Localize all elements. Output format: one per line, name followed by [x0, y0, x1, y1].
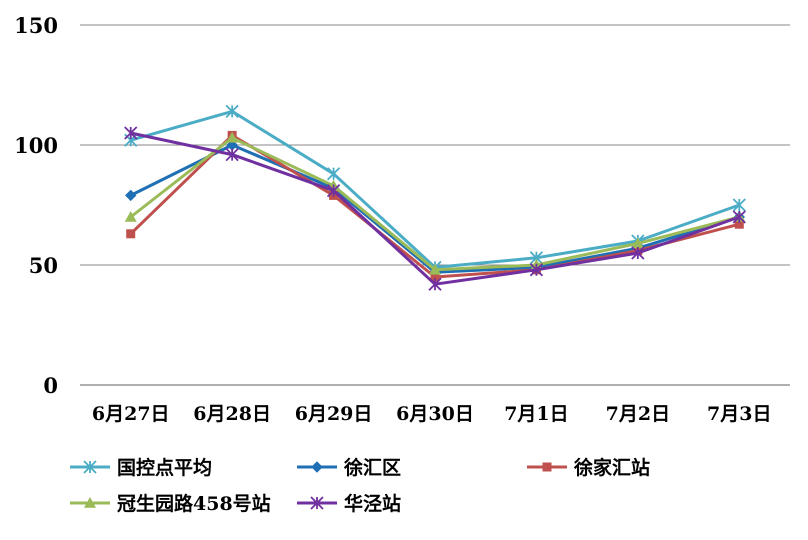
data-point [125, 189, 137, 202]
data-point [310, 496, 324, 510]
data-point-mark [732, 198, 746, 212]
series-2 [126, 130, 744, 282]
legend-item: 国控点平均 [70, 456, 212, 479]
x-tick-label: 6月28日 [193, 403, 271, 425]
data-point [225, 147, 239, 162]
data-point [429, 263, 441, 275]
legend-item: 徐家汇站 [527, 456, 650, 479]
series-1 [125, 139, 745, 278]
data-point [430, 272, 440, 282]
data-point [732, 198, 746, 212]
y-axis-ticks: 0 50 100 150 [14, 13, 58, 398]
legend-label: 徐汇区 [343, 456, 401, 479]
x-tick-label: 6月27日 [92, 403, 170, 425]
legend-label: 冠生园路458号站 [117, 492, 271, 515]
y-tick-label: 150 [14, 13, 58, 38]
data-point [631, 246, 645, 260]
x-axis-ticks: 6月27日 6月28日 6月29日 6月30日 7月1日 7月2日 7月3日 [92, 403, 772, 425]
x-tick-label: 6月29日 [295, 403, 373, 425]
data-point-mark [83, 460, 97, 474]
y-tick-label: 0 [43, 373, 58, 398]
data-point [732, 210, 746, 224]
x-tick-label: 7月2日 [606, 403, 670, 425]
data-point-mark [529, 263, 544, 277]
data-point [631, 237, 644, 249]
x-tick-label: 7月3日 [707, 403, 771, 425]
data-point [124, 126, 138, 140]
data-point-mark [631, 246, 645, 260]
series-lines [124, 104, 746, 291]
series-line [129, 133, 740, 279]
x-tick-label: 7月1日 [504, 403, 568, 425]
data-point [225, 104, 239, 119]
y-tick-label: 100 [14, 133, 58, 158]
data-point-mark [326, 183, 341, 198]
data-point [83, 460, 97, 474]
data-point [311, 461, 323, 473]
data-point-mark [225, 147, 239, 162]
legend-item: 徐汇区 [297, 456, 401, 479]
data-point [542, 462, 552, 472]
legend-label: 国控点平均 [117, 456, 212, 479]
data-point-mark [732, 210, 746, 224]
legend-item: 华泾站 [297, 492, 401, 515]
data-point [226, 131, 239, 143]
data-point [734, 219, 744, 229]
data-point [529, 263, 544, 277]
data-point [126, 229, 136, 239]
legend-label: 华泾站 [344, 492, 401, 515]
data-point [326, 167, 341, 181]
gridlines [80, 24, 790, 386]
data-point-mark [428, 277, 442, 291]
legend-label: 徐家汇站 [573, 456, 650, 479]
data-point-mark [310, 496, 324, 510]
series-4 [124, 126, 746, 291]
x-tick-label: 6月30日 [396, 403, 474, 425]
data-point [326, 183, 341, 198]
series-line [130, 143, 740, 274]
y-tick-label: 50 [29, 253, 58, 278]
data-point [428, 277, 442, 291]
data-point [124, 211, 137, 222]
data-point-mark [326, 167, 341, 181]
legend-item: 冠生园路458号站 [70, 492, 271, 515]
data-point-mark [225, 104, 239, 119]
data-point [84, 497, 96, 508]
data-point-mark [124, 126, 138, 140]
